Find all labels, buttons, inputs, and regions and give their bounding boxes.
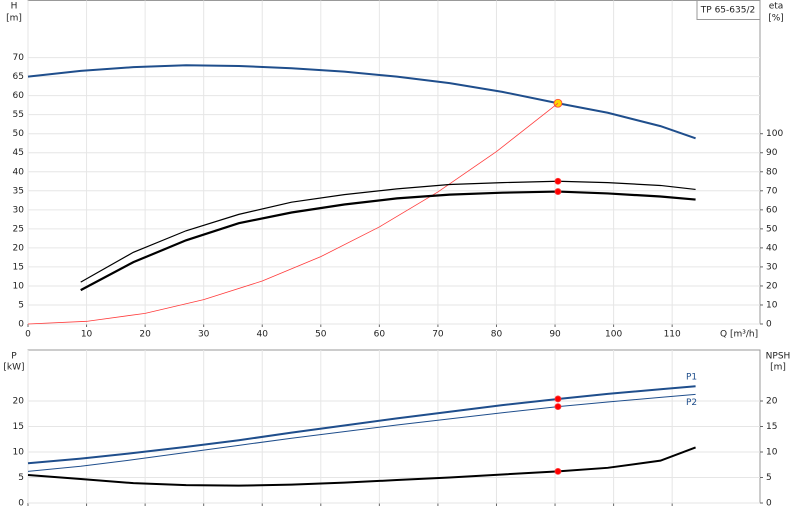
y-tick-label: 45 (13, 148, 24, 158)
y-tick-label: 10 (13, 448, 25, 458)
duty-point (554, 467, 562, 475)
y2-tick-label: 80 (766, 167, 778, 177)
x-tick-label: 20 (139, 330, 151, 340)
y-tick-label: 20 (13, 397, 25, 407)
y2-tick-label: 10 (766, 448, 778, 458)
top-frame (27, 0, 761, 325)
y2-label: NPSH (766, 352, 791, 362)
y-tick-label: 35 (13, 186, 24, 196)
y2-tick-label: 0 (766, 499, 772, 509)
y-label: P (11, 352, 17, 362)
y-tick-label: 15 (13, 262, 24, 272)
y-tick-label: 5 (18, 300, 24, 310)
y2-tick-label: 60 (766, 205, 778, 215)
y2-tick-label: 100 (766, 129, 783, 139)
x-tick-label: 50 (315, 330, 327, 340)
y-unit: [kW] (3, 363, 24, 373)
x-tick-label: 0 (25, 330, 31, 340)
y-tick-label: 25 (13, 224, 24, 234)
y-tick-label: 30 (13, 205, 25, 215)
series-line (27, 393, 696, 472)
y-tick-label: 20 (13, 243, 25, 253)
x-tick-label: 80 (491, 330, 503, 340)
y2-tick-label: 40 (766, 243, 778, 253)
y-tick-label: 70 (13, 53, 25, 63)
y2-unit: [%] (768, 14, 784, 24)
y2-tick-label: 90 (766, 148, 778, 158)
y2-tick-label: 50 (766, 224, 778, 234)
x-tick-label: 70 (432, 330, 444, 340)
series-line (27, 102, 559, 325)
x-tick-label: 60 (374, 330, 386, 340)
chart-title: TP 65-635/2 (700, 6, 755, 16)
y2-tick-label: 30 (766, 262, 778, 272)
x-tick-label: 40 (257, 330, 269, 340)
y-tick-label: 65 (13, 72, 24, 82)
x-tick-label: 110 (664, 330, 681, 340)
x-tick-label: 100 (605, 330, 622, 340)
duty-point (554, 188, 562, 195)
y2-tick-label: 15 (766, 422, 777, 432)
y2-tick-label: 10 (766, 300, 778, 310)
series-line (80, 180, 696, 283)
y2-label: eta (769, 2, 784, 12)
series-line (27, 64, 696, 140)
y2-unit: [m] (770, 363, 786, 373)
y2-tick-label: 20 (766, 281, 778, 291)
series-line (27, 446, 696, 487)
y-tick-label: 50 (13, 129, 25, 139)
x-tick-label: 10 (81, 330, 93, 340)
y2-tick-label: 5 (766, 473, 772, 483)
y-tick-label: 0 (18, 499, 24, 509)
y2-tick-label: 70 (766, 186, 778, 196)
duty-point (554, 403, 562, 411)
x-tick-label: 90 (549, 330, 561, 340)
x-tick-label: 30 (198, 330, 210, 340)
y-tick-label: 15 (13, 422, 24, 432)
y-label: H (11, 2, 18, 12)
y-tick-label: 60 (13, 91, 25, 101)
y-tick-label: 40 (13, 167, 25, 177)
y-tick-label: 5 (18, 473, 24, 483)
y2-tick-label: 0 (766, 320, 772, 330)
duty-point (554, 395, 562, 403)
y-tick-label: 10 (13, 281, 25, 291)
y-tick-label: 55 (13, 110, 24, 120)
series-label: P1 (686, 373, 697, 383)
y-tick-label: 0 (18, 320, 24, 330)
series-line (27, 385, 696, 465)
duty-point (554, 177, 562, 185)
series-label: P2 (686, 398, 697, 408)
y2-tick-label: 20 (766, 397, 778, 407)
y-unit: [m] (6, 14, 22, 24)
x-label: Q [m³/h] (720, 330, 758, 340)
title-box (696, 0, 761, 20)
series-line (80, 190, 696, 292)
